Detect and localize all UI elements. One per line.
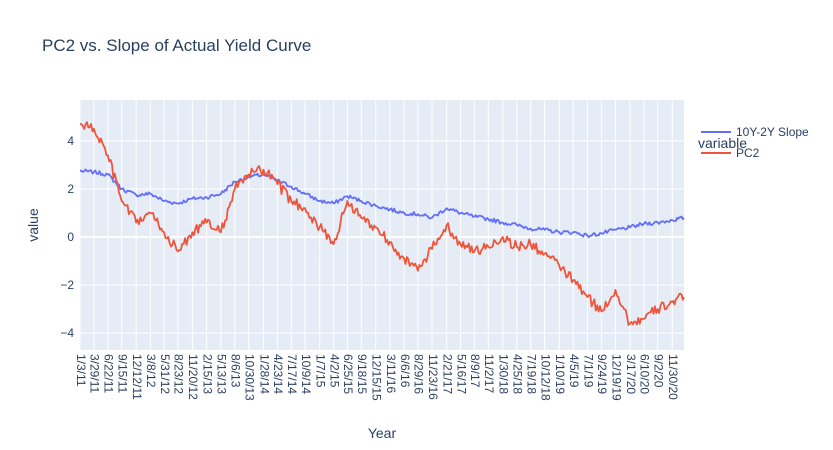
x-tick-label: 12/12/11 — [130, 354, 144, 400]
x-tick-label: 9/18/15 — [355, 354, 369, 394]
y-tick-labels: 4 2 0 −2 −4 — [60, 134, 74, 340]
x-tick-label: 7/19/18 — [524, 354, 538, 394]
x-tick-label: 3/29/11 — [88, 354, 102, 393]
series-layer — [79, 121, 685, 326]
legend-label: 10Y-2Y Slope — [736, 125, 809, 139]
x-tick-label: 9/24/19 — [595, 354, 609, 394]
x-tick-label: 3/11/16 — [384, 354, 398, 393]
x-tick-label: 1/3/11 — [74, 354, 88, 387]
legend-title: variable — [698, 135, 747, 151]
x-tick-label: 10/30/13 — [243, 354, 257, 401]
legend[interactable]: variable 10Y-2Y Slope PC2 — [698, 125, 809, 160]
plot-area — [80, 100, 684, 350]
x-tick-label: 6/6/16 — [398, 354, 412, 388]
legend-item-pc2[interactable]: PC2 — [701, 146, 760, 160]
series-line-slope — [79, 168, 685, 238]
x-tick-label: 11/23/16 — [426, 354, 440, 400]
x-tick-label: 9/15/11 — [116, 354, 130, 393]
x-tick-label: 8/23/12 — [172, 354, 186, 394]
x-tick-label: 10/12/18 — [538, 354, 552, 401]
y-tick-label: −2 — [60, 278, 74, 292]
x-tick-label: 1/28/14 — [257, 354, 271, 394]
x-axis-title: Year — [368, 425, 397, 441]
series-line-pc2 — [79, 121, 685, 326]
y-tick-label: 2 — [67, 182, 74, 196]
x-tick-label: 1/30/18 — [497, 354, 511, 394]
x-tick-label: 1/7/15 — [314, 354, 328, 388]
x-tick-label: 8/6/13 — [229, 354, 243, 388]
x-tick-label: 10/9/14 — [299, 354, 313, 394]
x-tick-label: 4/5/19 — [567, 354, 581, 388]
y-tick-label: 0 — [67, 230, 74, 244]
x-tick-label: 11/2/17 — [482, 354, 496, 393]
x-tick-label: 6/22/11 — [102, 354, 116, 393]
y-tick-label: 4 — [67, 134, 74, 148]
x-tick-label: 5/31/12 — [158, 354, 172, 394]
x-tick-label: 1/10/19 — [553, 354, 567, 394]
x-tick-label: 2/21/17 — [441, 354, 455, 394]
x-tick-label: 12/19/19 — [609, 354, 623, 401]
legend-label: PC2 — [736, 146, 760, 160]
x-tick-label: 11/20/12 — [186, 354, 200, 400]
x-tick-label: 3/17/20 — [624, 354, 638, 394]
x-tick-label: 8/29/16 — [412, 354, 426, 394]
legend-item-slope[interactable]: 10Y-2Y Slope — [701, 125, 809, 139]
chart-title: PC2 vs. Slope of Actual Yield Curve — [42, 36, 311, 55]
x-tick-labels: 1/3/11 3/29/11 6/22/11 9/15/11 12/12/11 3/8/1… — [74, 354, 680, 401]
x-tick-label: 6/25/15 — [341, 354, 355, 394]
x-tick-label: 9/2/20 — [651, 354, 665, 388]
x-tick-label: 4/23/14 — [271, 354, 285, 394]
y-axis-title: value — [25, 208, 41, 242]
x-tick-label: 6/10/20 — [638, 354, 652, 394]
x-tick-label: 7/17/14 — [285, 354, 299, 394]
x-tick-label: 11/30/20 — [666, 354, 680, 400]
x-tick-label: 5/16/17 — [454, 354, 468, 394]
x-tick-label: 4/2/15 — [327, 354, 341, 388]
x-tick-label: 7/1/19 — [581, 354, 595, 388]
x-tick-label: 3/8/12 — [144, 354, 158, 388]
x-tick-label: 12/15/15 — [370, 354, 384, 401]
legend-items[interactable]: 10Y-2Y Slope PC2 — [701, 125, 809, 160]
x-tick-label: 2/15/13 — [200, 354, 214, 394]
y-tick-label: −4 — [60, 326, 74, 340]
x-tick-label: 8/9/17 — [468, 354, 482, 388]
x-tick-label: 5/13/13 — [215, 354, 229, 394]
x-tick-label: 4/25/18 — [511, 354, 525, 394]
